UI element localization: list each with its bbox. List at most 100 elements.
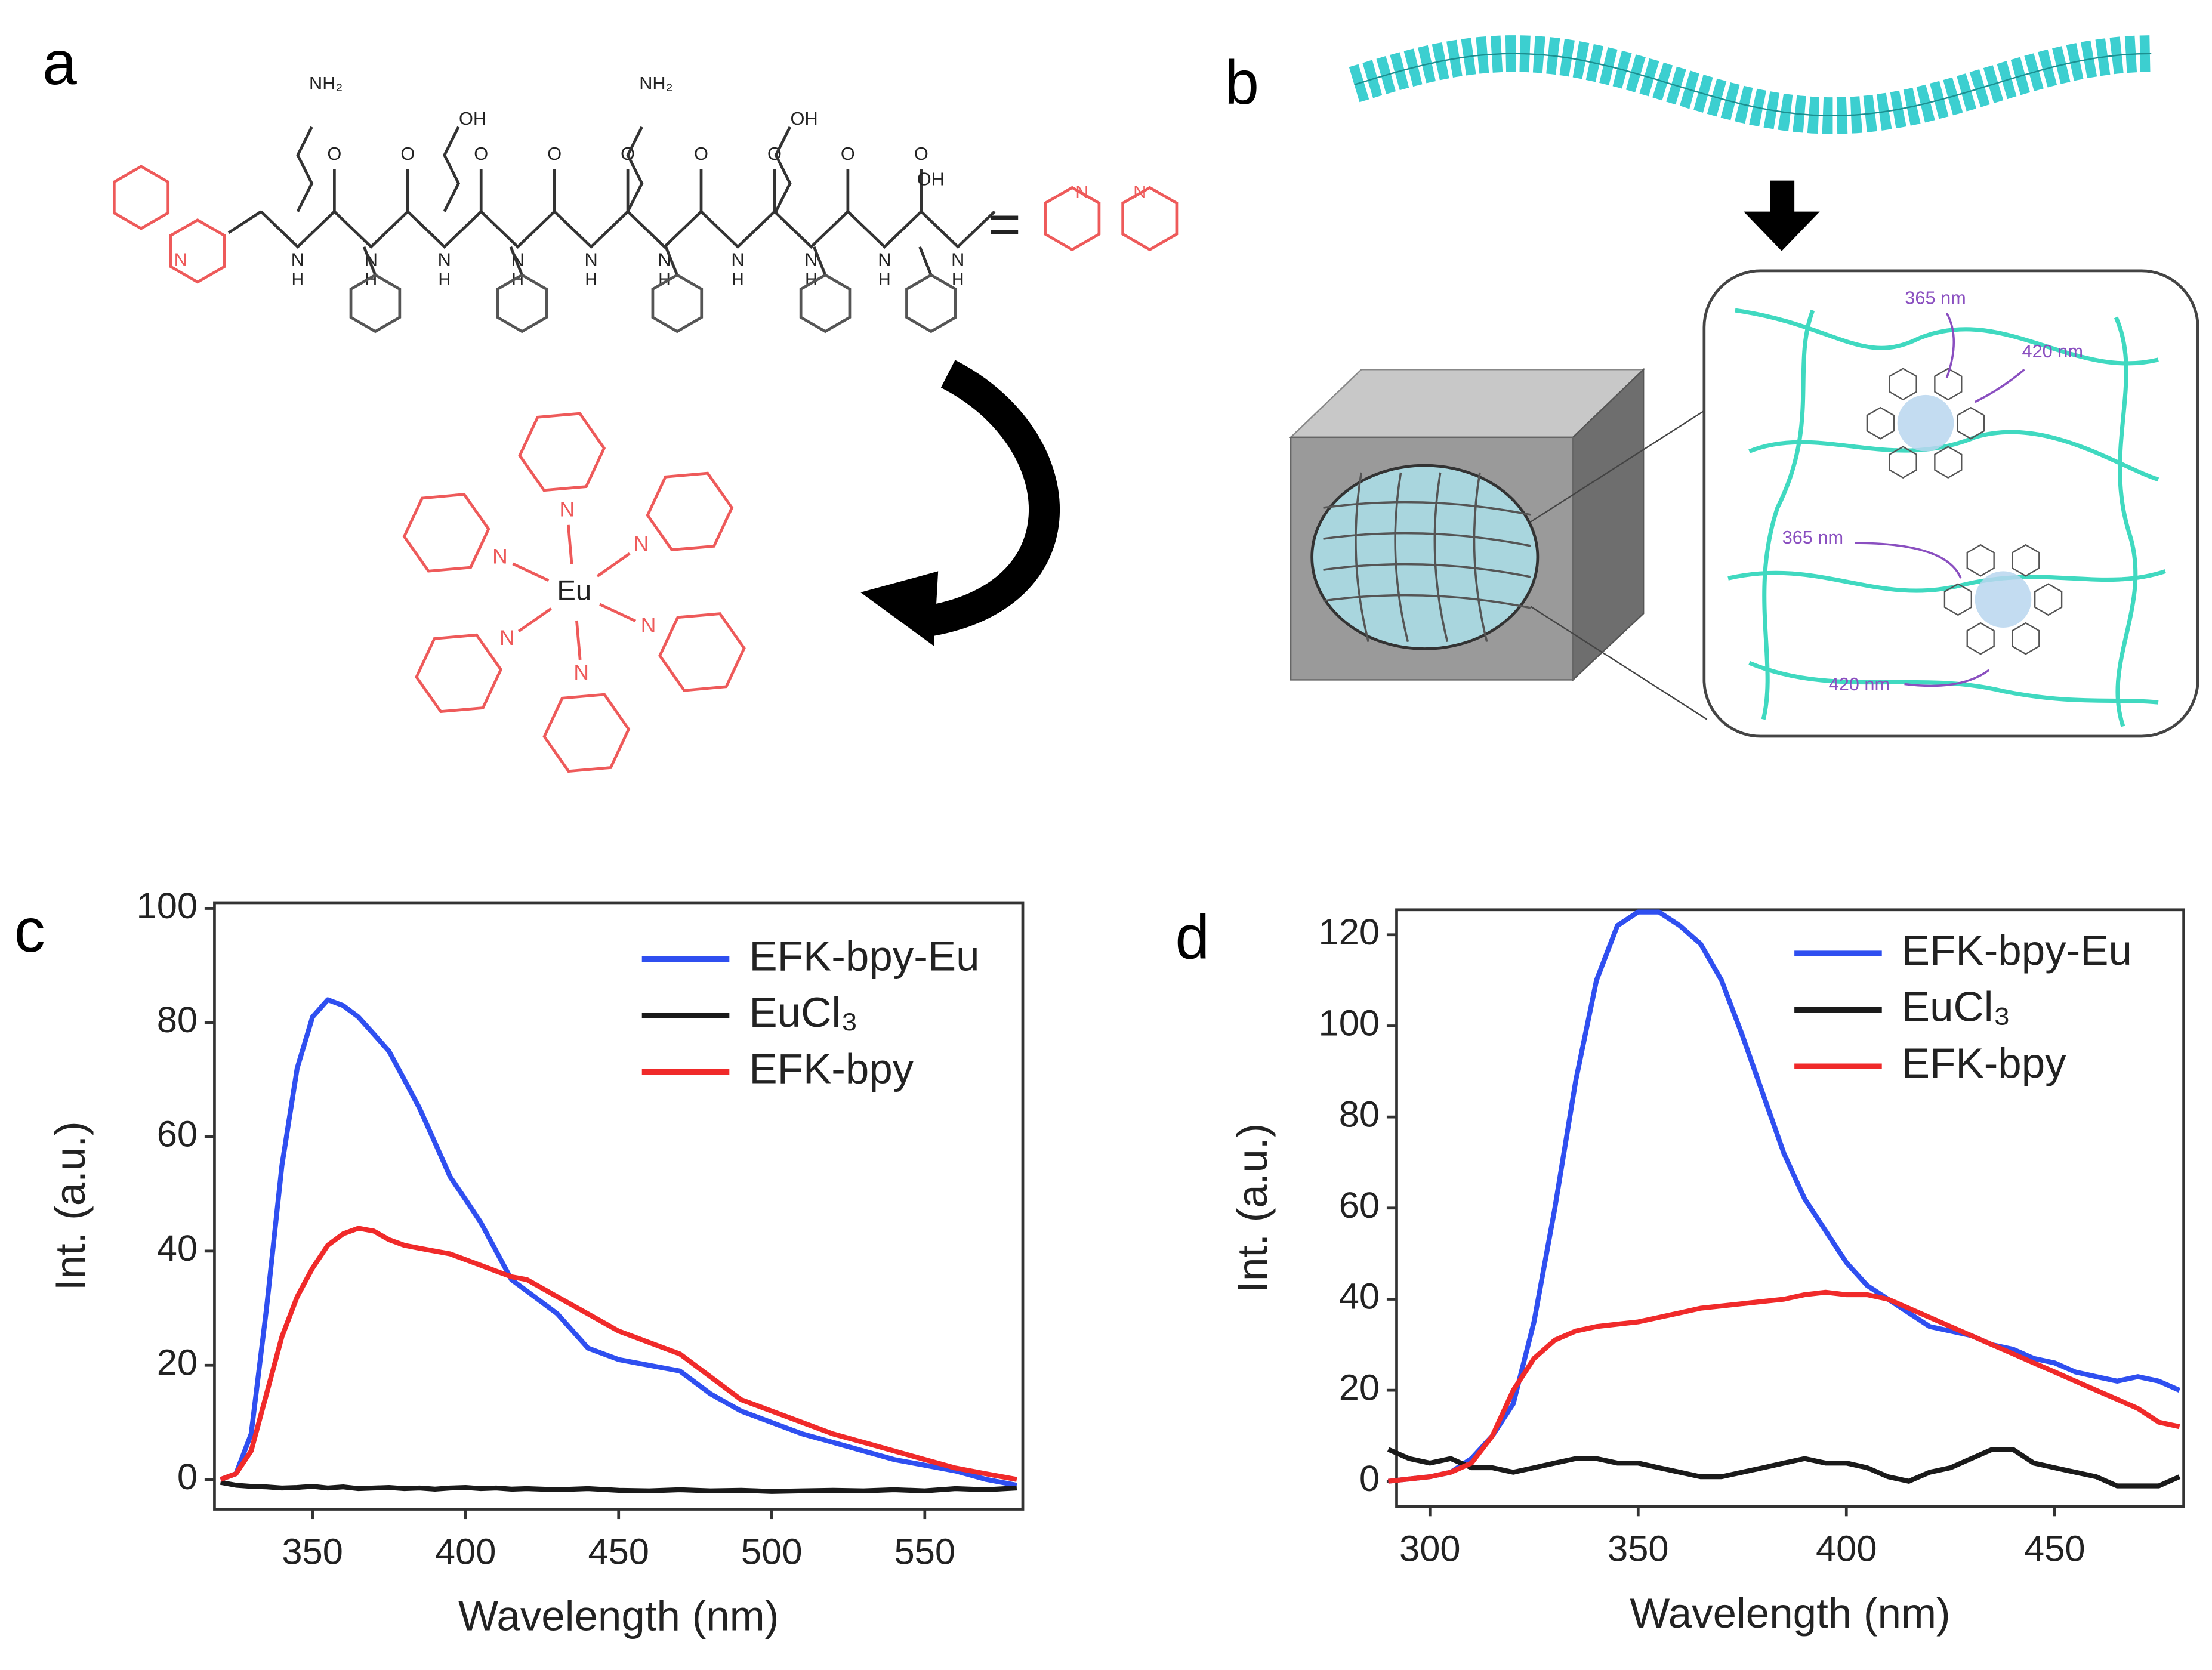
- ring: [658, 612, 746, 692]
- atom-label: N: [174, 249, 187, 270]
- y-tick-label: 40: [157, 1228, 198, 1269]
- hydrogel-diagram: 365 nm 420 nm 365 nm 420 nm: [1289, 35, 2199, 738]
- atom-label: Eu: [557, 575, 591, 606]
- coordination: [512, 562, 550, 582]
- bond: [362, 246, 377, 276]
- arrow-head: [860, 571, 939, 646]
- gel-fibre: [2114, 316, 2138, 727]
- x-tick-label: 350: [1608, 1529, 1669, 1570]
- network-line: [1355, 472, 1369, 643]
- legend-label: EuCl₃: [1902, 983, 2011, 1030]
- atom-label: O: [327, 143, 341, 164]
- ligand-ring: [1889, 368, 1917, 401]
- coordination: [575, 620, 582, 660]
- series-line: [1388, 1289, 2180, 1484]
- network-line: [1323, 501, 1531, 516]
- x-tick-label: 450: [2024, 1529, 2085, 1570]
- x-tick-label: 500: [741, 1531, 803, 1572]
- y-tick-label: 20: [1339, 1367, 1380, 1408]
- atom-label: N: [878, 249, 891, 270]
- light-arrow: [1855, 542, 1962, 579]
- x-tick-label: 550: [894, 1531, 956, 1572]
- ring: [112, 165, 170, 230]
- bond: [664, 246, 679, 276]
- atom-label: O: [547, 143, 562, 164]
- y-tick-label: 100: [137, 885, 198, 927]
- atom-label: N: [585, 249, 598, 270]
- zoom-box: [1702, 269, 2199, 738]
- side-chain: [774, 126, 792, 212]
- atom-label: N: [573, 660, 589, 684]
- ring: [415, 633, 503, 714]
- atom-label: N: [731, 249, 744, 270]
- x-axis-label: Wavelength (nm): [1630, 1590, 1950, 1637]
- atom-label: O: [841, 143, 855, 164]
- ring: [169, 218, 226, 284]
- panel-label: b: [1224, 48, 1259, 118]
- ring: [496, 273, 548, 334]
- atom-label: =: [988, 193, 1021, 256]
- atom-label: N: [641, 613, 656, 637]
- atom-label: O: [400, 143, 415, 164]
- ligand-ring: [1957, 406, 1985, 440]
- legend-label: EFK-bpy: [1902, 1040, 2066, 1087]
- reaction-arrow: [928, 360, 1060, 636]
- atom-label: OH: [791, 108, 818, 129]
- fibril-edge: [1354, 53, 2152, 117]
- atom-label: N: [492, 544, 508, 568]
- ring: [651, 273, 704, 334]
- atom-label: NH₂: [309, 73, 343, 94]
- wavelength-label: 420 nm: [2022, 341, 2083, 362]
- bond: [918, 246, 933, 276]
- atom-label: NH₂: [639, 73, 672, 94]
- atom-label: N: [1133, 181, 1146, 202]
- network-line: [1323, 563, 1531, 578]
- ligand-ring: [1934, 368, 1963, 401]
- wavelength-label: 420 nm: [1829, 674, 1890, 694]
- down-arrow: [1744, 180, 1820, 251]
- gel-fibre: [1748, 660, 2159, 705]
- ring: [1121, 186, 1179, 252]
- atom-label: O: [474, 143, 488, 164]
- series-line: [220, 997, 1017, 1488]
- coordination: [517, 607, 552, 632]
- panel-label: a: [42, 29, 77, 98]
- series-line: [1387, 1447, 2181, 1489]
- atom-label: N: [291, 249, 304, 270]
- wavelength-label: 365 nm: [1905, 287, 1966, 308]
- atom-label: O: [694, 143, 708, 164]
- zoom-line: [1530, 606, 1708, 720]
- atom-label: N: [634, 532, 649, 556]
- bond: [509, 246, 523, 276]
- y-axis-label: Int. (a.u.): [47, 1121, 94, 1291]
- atom-label: N: [951, 249, 964, 270]
- bond: [812, 246, 827, 276]
- atom-label: H: [878, 270, 890, 289]
- ligand-ring: [1889, 446, 1917, 479]
- ligand-ring: [1943, 583, 1973, 616]
- ring: [402, 493, 490, 573]
- ring: [1044, 186, 1101, 252]
- y-tick-label: 40: [1339, 1276, 1380, 1317]
- gel-fibre: [1735, 308, 2159, 366]
- network-line: [1323, 532, 1531, 547]
- legend-label: EuCl₃: [749, 989, 858, 1036]
- y-tick-label: 0: [177, 1456, 198, 1498]
- y-tick-label: 100: [1319, 1003, 1380, 1044]
- ring: [542, 693, 631, 773]
- legend-label: EFK-bpy-Eu: [749, 933, 979, 980]
- atom-label: N: [438, 249, 451, 270]
- y-tick-label: 60: [157, 1114, 198, 1155]
- atom-label: OH: [917, 169, 945, 190]
- ring: [518, 412, 606, 492]
- x-tick-label: 400: [435, 1531, 496, 1572]
- atom-label: N: [804, 249, 817, 270]
- coordination: [599, 603, 637, 622]
- atom-label: N: [499, 626, 515, 650]
- side-chain: [296, 126, 314, 212]
- network-line: [1473, 472, 1488, 643]
